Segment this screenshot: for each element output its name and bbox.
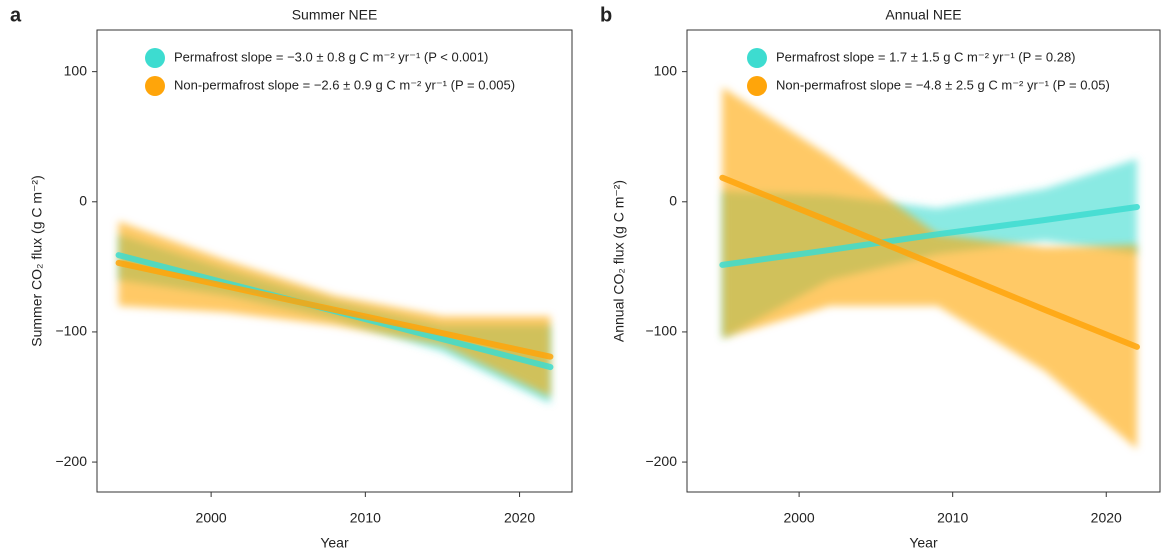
confidence-band: [722, 87, 1137, 450]
x-tick-label: 2020: [1091, 510, 1122, 526]
y-axis-label: Summer CO₂ flux (g C m⁻²): [29, 175, 45, 347]
trend-line: [719, 174, 1140, 350]
x-axis-label: Year: [320, 535, 349, 551]
panel-label: a: [10, 4, 22, 26]
x-tick-label: 2020: [504, 510, 535, 526]
legend-marker: [747, 76, 767, 96]
trend-line: [115, 259, 554, 360]
legend-label: Permafrost slope = 1.7 ± 1.5 g C m⁻² yr⁻…: [776, 49, 1076, 64]
x-axis-label: Year: [909, 535, 938, 551]
x-tick-label: 2010: [350, 510, 381, 526]
y-tick-label: 0: [79, 192, 87, 208]
y-tick-label: 100: [654, 62, 678, 78]
plot-frame: [96, 29, 573, 493]
plot-frame: [686, 29, 1161, 493]
y-tick-label: −200: [55, 453, 87, 469]
x-tick-label: 2000: [784, 510, 815, 526]
panel-label: b: [600, 4, 612, 26]
trend-line: [719, 203, 1140, 268]
legend-marker: [747, 48, 767, 68]
legend-marker: [145, 48, 165, 68]
y-tick-label: 100: [64, 62, 88, 78]
x-tick-label: 2000: [196, 510, 227, 526]
chart-title: Summer NEE: [292, 7, 378, 23]
legend-marker: [145, 76, 165, 96]
y-tick-label: −100: [645, 323, 677, 339]
legend-label: Non-permafrost slope = −4.8 ± 2.5 g C m⁻…: [776, 77, 1110, 92]
x-tick-label: 2010: [937, 510, 968, 526]
y-tick-label: 0: [669, 192, 677, 208]
legend-label: Permafrost slope = −3.0 ± 0.8 g C m⁻² yr…: [174, 49, 488, 64]
y-tick-label: −100: [55, 323, 87, 339]
chart-title: Annual NEE: [885, 7, 961, 23]
y-axis-label: Annual CO₂ flux (g C m⁻²): [611, 180, 627, 342]
legend-label: Non-permafrost slope = −2.6 ± 0.9 g C m⁻…: [174, 77, 515, 92]
y-tick-label: −200: [645, 453, 677, 469]
